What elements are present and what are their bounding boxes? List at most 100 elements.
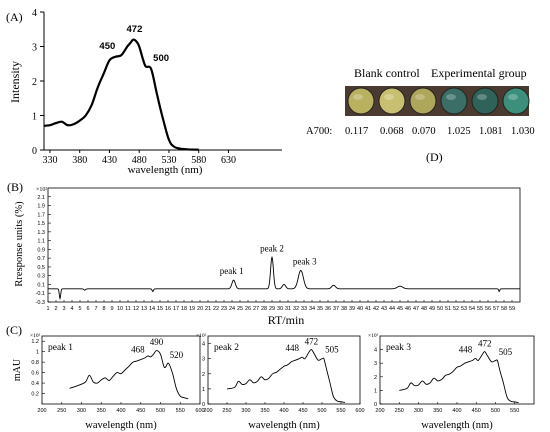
x-tick-label: 8 bbox=[102, 306, 105, 312]
x-tick-label: 250 bbox=[57, 408, 66, 414]
x-tick-label: 350 bbox=[97, 408, 106, 414]
x-tick-label: 42 bbox=[373, 306, 379, 312]
x-tick-label: 480 bbox=[132, 155, 147, 166]
x-tick-label: 400 bbox=[279, 408, 288, 414]
x-axis-label: wavelength (nm) bbox=[85, 420, 157, 431]
y-tick-label: 2 bbox=[202, 372, 205, 378]
x-axis-label: wavelength (nm) bbox=[248, 420, 320, 431]
well-highlight bbox=[446, 94, 456, 100]
x-tick-label: 5 bbox=[78, 306, 81, 312]
x-tick-label: 23 bbox=[221, 306, 227, 312]
panel-d: Blank control Experimental group bbox=[346, 66, 546, 80]
x-tick-label: 56 bbox=[485, 306, 491, 312]
y-tick-label: 0.3 bbox=[37, 274, 45, 280]
x-tick-label: 600 bbox=[355, 408, 364, 414]
well bbox=[440, 87, 468, 115]
chromatogram-chart: ×10² -0.3 -0.1 0.1 0.3 0.5 0.7 0.9 1.1 1.3 1.5 1.7 1… bbox=[14, 187, 521, 327]
x-tick-label: 50 bbox=[437, 306, 443, 312]
x-tick-label: 45 bbox=[397, 306, 403, 312]
experimental-group-label: Experimental group bbox=[431, 66, 527, 80]
peak-annotation: 505 bbox=[499, 347, 513, 357]
x-tick-label: 350 bbox=[260, 408, 269, 414]
x-tick-label: 48 bbox=[421, 306, 427, 312]
x-tick-label: 300 bbox=[414, 408, 423, 414]
y-tick-label: 2 bbox=[32, 77, 37, 88]
y-tick-label: 1.9 bbox=[37, 204, 45, 210]
x-tick-label: 46 bbox=[405, 306, 411, 312]
y-tick-label: 0.7 bbox=[37, 256, 45, 262]
x-tick-label: 430 bbox=[102, 155, 117, 166]
peak-annotation: 472 bbox=[305, 336, 319, 346]
a700-value: 0.117 bbox=[345, 126, 369, 137]
peak-annotation: 468 bbox=[131, 344, 145, 354]
emission-spectrum-chart: 0 1 2 3 4 330 380 430 480 530 580 630 450 472 500 wavel… bbox=[8, 8, 282, 176]
peak-annotation: 448 bbox=[459, 345, 473, 355]
y-tick-label: 3 bbox=[202, 357, 205, 363]
y-tick-label: 1.5 bbox=[37, 221, 45, 227]
x-tick-label: 39 bbox=[349, 306, 355, 312]
peak-annotation: 450 bbox=[99, 41, 115, 52]
well-highlight bbox=[508, 94, 518, 100]
x-tick-label: 550 bbox=[510, 408, 519, 414]
x-tick-label: 26 bbox=[245, 306, 251, 312]
peak-label: peak 1 bbox=[220, 266, 244, 276]
peak-annotation: 505 bbox=[325, 345, 339, 355]
x-tick-label: 43 bbox=[381, 306, 387, 312]
x-tick-label: 550 bbox=[176, 408, 185, 414]
x-tick-label: 2 bbox=[54, 306, 57, 312]
x-tick-label: 13 bbox=[141, 306, 147, 312]
x-tick-label: 6 bbox=[86, 306, 89, 312]
x-tick-label: 30 bbox=[277, 306, 283, 312]
a700-value: 0.068 bbox=[380, 126, 404, 137]
y-tick-label: 4 bbox=[32, 8, 37, 19]
y-tick-label: 4 bbox=[202, 342, 205, 348]
x-tick-label: 18 bbox=[181, 306, 187, 312]
x-tick-label: 250 bbox=[395, 408, 404, 414]
x-tick-label: 33 bbox=[301, 306, 307, 312]
x-tick-label: 16 bbox=[165, 306, 171, 312]
a700-value: 1.030 bbox=[511, 126, 535, 137]
x-tick-label: 300 bbox=[77, 408, 86, 414]
x-tick-label: 38 bbox=[341, 306, 347, 312]
panel-label-c: (C) bbox=[6, 323, 22, 337]
x-tick-label: 350 bbox=[433, 408, 442, 414]
uv-spectrum-peak-1-chart: ×10¹ 0.2 0.4 0.6 0.8 1 1.2 200 250 300 350 400 450 50… bbox=[12, 333, 205, 431]
x-tick-label: 300 bbox=[241, 408, 250, 414]
plot-frame bbox=[47, 187, 521, 303]
well-highlight bbox=[384, 94, 394, 100]
x-tick-label: 27 bbox=[253, 306, 259, 312]
x-axis-label: wavelength (nm) bbox=[128, 164, 203, 176]
y-tick-label: 1 bbox=[32, 112, 37, 123]
y-tick-label: -0.1 bbox=[36, 291, 45, 297]
x-tick-label: 450 bbox=[136, 408, 145, 414]
y-tick-label: 0 bbox=[202, 402, 205, 408]
x-tick-label: 250 bbox=[222, 408, 231, 414]
y-tick-label: 0.6 bbox=[31, 371, 39, 377]
peak-annotation: 448 bbox=[285, 343, 299, 353]
well-plate-photo bbox=[345, 86, 530, 116]
x-tick-label: 49 bbox=[429, 306, 435, 312]
x-tick-label: 400 bbox=[116, 408, 125, 414]
y-tick-label: 1.1 bbox=[37, 239, 45, 245]
x-tick-label: 35 bbox=[317, 306, 323, 312]
x-tick-label: 59 bbox=[509, 306, 515, 312]
x-tick-label: 20 bbox=[197, 306, 203, 312]
x-axis-label: RT/min bbox=[268, 313, 305, 327]
uv-spectrum-peak-2-chart: ×10² 0 1 2 3 4 200 250 300 350 400 450 500 550 600 peak… bbox=[196, 333, 365, 431]
y-tick-label: 0.8 bbox=[31, 360, 39, 366]
x-tick-label: 12 bbox=[133, 306, 139, 312]
y-tick-label: 0.2 bbox=[31, 392, 39, 398]
a700-label: A700: bbox=[306, 126, 333, 137]
x-tick-label: 15 bbox=[157, 306, 163, 312]
y-tick-label: 2.1 bbox=[37, 195, 45, 201]
x-tick-label: 1 bbox=[46, 306, 49, 312]
a700-value: 0.070 bbox=[412, 126, 436, 137]
x-tick-label: 400 bbox=[452, 408, 461, 414]
x-tick-label: 9 bbox=[110, 306, 113, 312]
x-tick-label: 40 bbox=[357, 306, 363, 312]
x-tick-label: 4 bbox=[70, 306, 73, 312]
peak-label: peak 3 bbox=[293, 256, 317, 266]
y-tick-label: -0.3 bbox=[36, 300, 45, 306]
x-tick-label: 530 bbox=[161, 155, 176, 166]
x-tick-label: 52 bbox=[453, 306, 459, 312]
